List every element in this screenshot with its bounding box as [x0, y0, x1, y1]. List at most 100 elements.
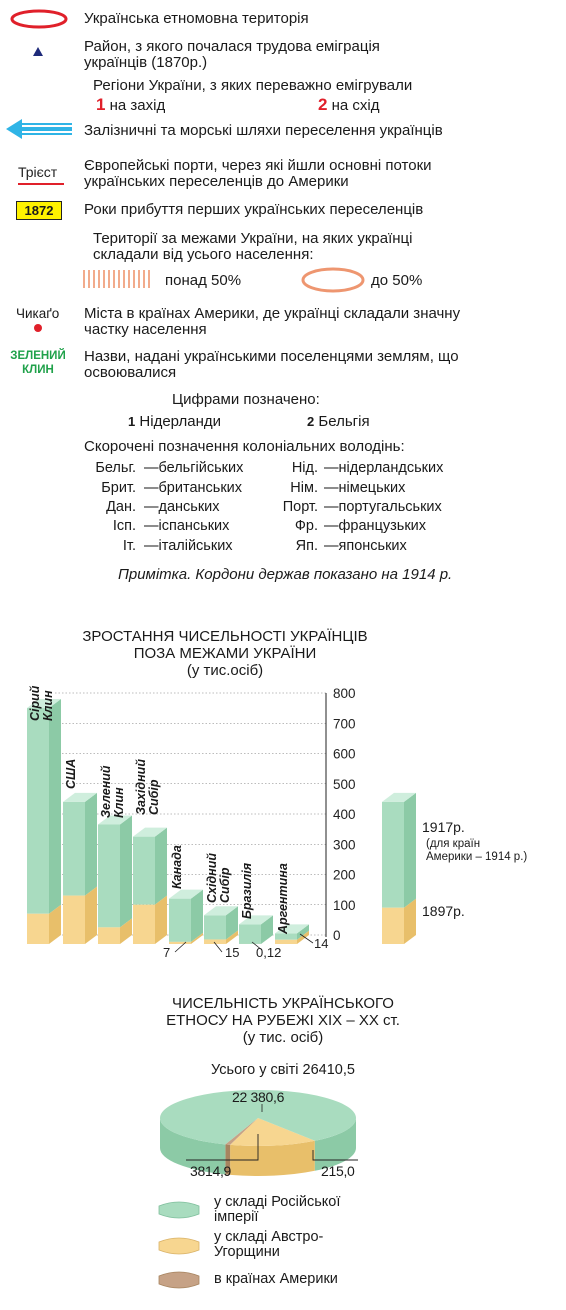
bar-1917-side: [85, 792, 97, 896]
legend-1917: 1917р.: [422, 819, 465, 835]
value-leader: [251, 941, 263, 951]
pie-leader-america: [312, 1150, 358, 1161]
legend-regions-title: Регіони України, з яких переважно емігру…: [93, 77, 413, 94]
pie-slice-austria-side: [230, 1140, 315, 1176]
bar-1917: [169, 898, 191, 942]
bar-1917: [133, 836, 155, 905]
bar-1897: [27, 913, 49, 944]
abbr-key: Нім.: [290, 480, 318, 496]
bar-1917-top: [98, 815, 132, 825]
bar-1917-top: [204, 906, 238, 916]
legend-bar-1897: [382, 907, 404, 944]
legend-abbr-title: Скорочені позначення колоніальних володі…: [84, 438, 405, 455]
bar-1897-side: [191, 932, 203, 944]
pie-legend-swatch-yellow: [158, 1237, 200, 1255]
abbr-value: —французьких: [324, 518, 427, 534]
legend-bar-1917: [382, 801, 404, 908]
legend-note: Примітка. Кордони держав показано на 191…: [118, 566, 453, 583]
abbr-value: —нідерландських: [324, 460, 444, 476]
bar-1917-top: [169, 889, 203, 899]
abbr-key: Яп.: [295, 538, 318, 554]
bar-1917-side: [120, 815, 132, 928]
legend-ports: Європейські порти, через які йшли основн…: [84, 157, 432, 190]
y-tick-label: 200: [333, 868, 356, 883]
bar-1897-side: [261, 934, 273, 944]
bar-1897: [133, 904, 155, 944]
abbr-value: —бельгійських: [144, 460, 244, 476]
legend-bar-1917-top: [382, 792, 416, 802]
bar-1897-side: [226, 930, 238, 944]
abbr-key: Ісп.: [112, 518, 136, 534]
pie-slice-austria: [230, 1118, 315, 1146]
bar-1917: [275, 933, 297, 940]
pie-slice-america: [225, 1118, 258, 1145]
bar-1917-top: [63, 792, 97, 802]
y-tick-label: 400: [333, 807, 356, 822]
legend-cities: Міста в країнах Америки, де українці скл…: [84, 305, 461, 338]
port-sample: Трієст: [18, 164, 64, 185]
bar-value-label: 7: [163, 945, 170, 960]
bar-1897-side: [155, 895, 167, 944]
over50-hatch-icon: [83, 270, 150, 288]
bar-value-label: 0,12: [256, 945, 281, 960]
bar-1917-side: [191, 889, 203, 942]
pie-legend-austria: у складі Австро- Угорщини: [214, 1229, 324, 1260]
port-underline: [18, 183, 64, 185]
pie-legend-russia: у складі Російської імперії: [214, 1194, 341, 1225]
bar-1897: [169, 941, 191, 944]
upto50-ellipse-icon: [301, 267, 365, 293]
bar-1917: [27, 708, 49, 914]
pie-slice-russia: [159, 1090, 356, 1145]
pie-leader-austria: [186, 1134, 259, 1161]
pie-value-america: 215,0: [321, 1163, 355, 1179]
bar-1917-top: [133, 827, 167, 837]
legend-region-west: 1 на захід: [96, 95, 166, 114]
bar-value-label: 14: [314, 936, 328, 951]
bar-1897: [275, 939, 297, 944]
y-tick-label: 0: [333, 928, 341, 943]
pie-chart-title: ЧИСЕЛЬНІСТЬ УКРАЇНСЬКОГО ЕТНОСУ НА РУБЕЖ…: [166, 995, 400, 1046]
y-tick-label: 500: [333, 777, 356, 792]
legend-region-east: 2 на схід: [318, 95, 380, 114]
y-tick-label: 300: [333, 837, 356, 852]
abbr-value: —німецьких: [324, 480, 406, 496]
bar-value-label: 15: [225, 945, 239, 960]
abbr-key: Нід.: [291, 460, 318, 476]
ethnic-territory-ellipse-icon: [10, 9, 68, 29]
bar-1917: [98, 824, 120, 928]
y-tick-label: 100: [333, 898, 356, 913]
pie-slice-russia-side: [314, 1118, 356, 1171]
bar-1917: [239, 924, 261, 944]
y-tick-label: 600: [333, 747, 356, 762]
abbr-value: —португальських: [324, 499, 442, 515]
pie-legend-swatch-green: [158, 1201, 200, 1219]
value-leader: [213, 941, 223, 953]
city-sample: Чикаґо: [16, 306, 60, 321]
legend-upto50: до 50%: [371, 272, 423, 289]
abbr-key: Порт.: [282, 499, 318, 515]
bar-1917: [63, 801, 85, 896]
value-leader: [174, 941, 187, 953]
legend-years: Роки прибуття перших українських пересел…: [84, 201, 424, 218]
legend-digit-2: 2 Бельгія: [307, 413, 370, 430]
legend-bar-1917-side: [404, 792, 416, 908]
legend-digits-title: Цифрами позначено:: [172, 391, 320, 408]
abbr-value: —британських: [144, 480, 243, 496]
legend-territories: Території за межами України, на яких укр…: [93, 230, 413, 263]
abbr-key: Іт.: [122, 538, 136, 554]
bar-1917-side: [226, 906, 238, 940]
pie-legend-america: в країнах Америки: [214, 1271, 338, 1287]
district-triangle-icon: [33, 47, 43, 56]
abbr-key: Бельг.: [95, 460, 136, 476]
route-arrow-icon: [6, 119, 72, 139]
abbr-value: —японських: [324, 538, 407, 554]
bar-1917-side: [261, 915, 273, 944]
bar-1897: [63, 895, 85, 944]
bar-1917-side: [49, 699, 61, 914]
legend-district: Район, з якого почалася трудова еміграці…: [84, 38, 380, 71]
bar-1897-side: [297, 930, 309, 944]
abbr-key: Фр.: [294, 518, 318, 534]
bar-chart-title: ЗРОСТАННЯ ЧИСЕЛЬНОСТІ УКРАЇНЦІВ ПОЗА МЕЖ…: [82, 628, 368, 679]
